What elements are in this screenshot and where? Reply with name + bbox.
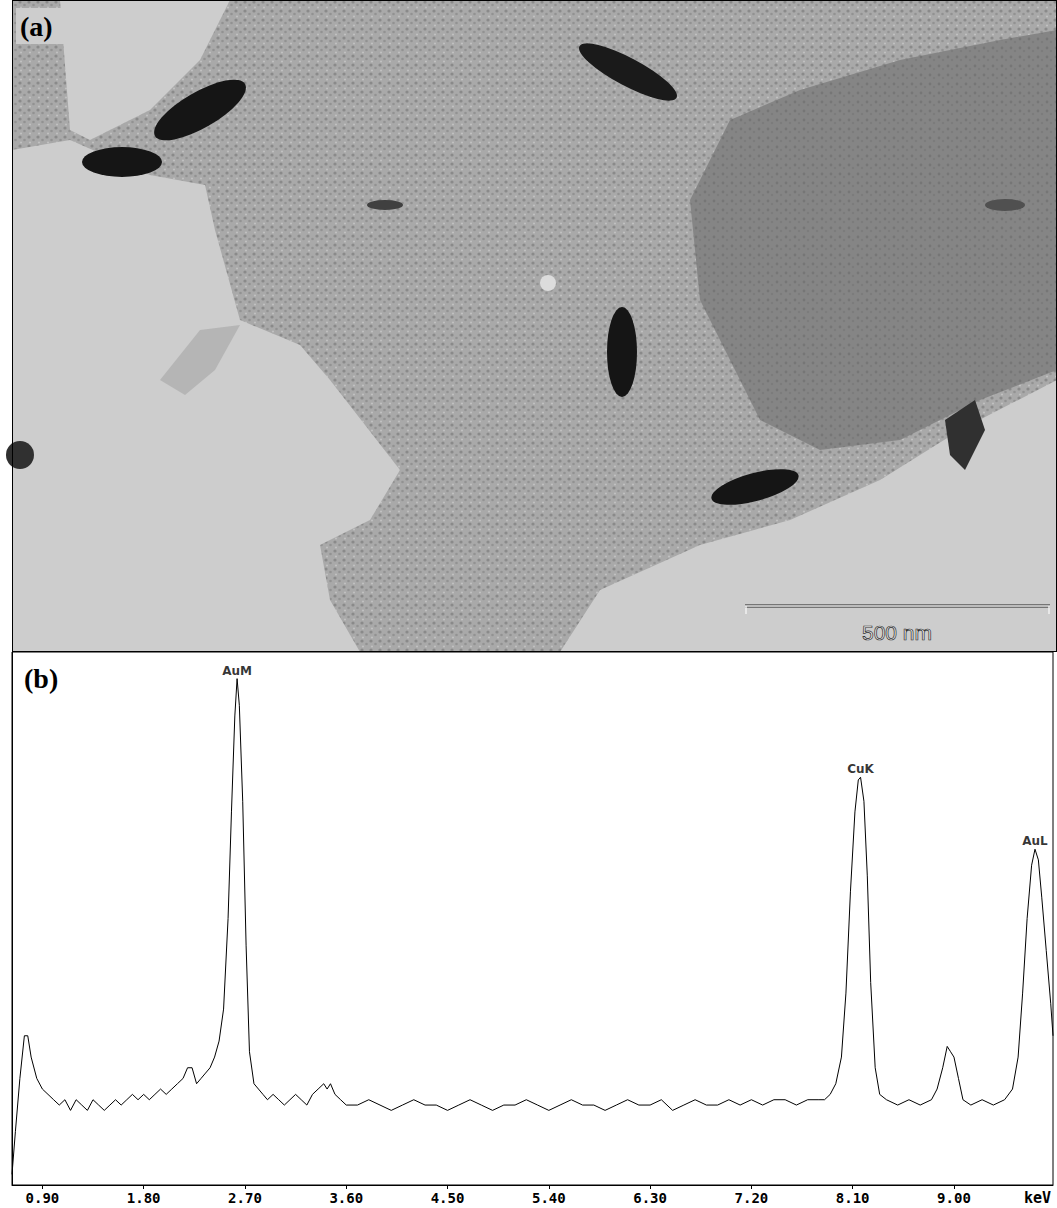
svg-text:9.00: 9.00 <box>937 1190 971 1206</box>
svg-text:5.40: 5.40 <box>532 1190 566 1206</box>
svg-text:3.60: 3.60 <box>329 1190 363 1206</box>
svg-text:AuL: AuL <box>1022 834 1048 848</box>
svg-text:(a): (a) <box>20 11 53 42</box>
svg-text:8.10: 8.10 <box>836 1190 870 1206</box>
svg-text:0.90: 0.90 <box>26 1190 60 1206</box>
svg-text:7.20: 7.20 <box>735 1190 769 1206</box>
svg-text:CuK: CuK <box>847 762 874 776</box>
svg-text:keV: keV <box>1024 1189 1051 1207</box>
svg-text:6.30: 6.30 <box>633 1190 667 1206</box>
svg-text:(b): (b) <box>24 663 58 694</box>
svg-text:AuM: AuM <box>222 664 252 678</box>
svg-text:4.50: 4.50 <box>431 1190 465 1206</box>
svg-text:2.70: 2.70 <box>228 1190 262 1206</box>
svg-text:500 nm: 500 nm <box>862 621 932 644</box>
svg-text:1.80: 1.80 <box>127 1190 161 1206</box>
